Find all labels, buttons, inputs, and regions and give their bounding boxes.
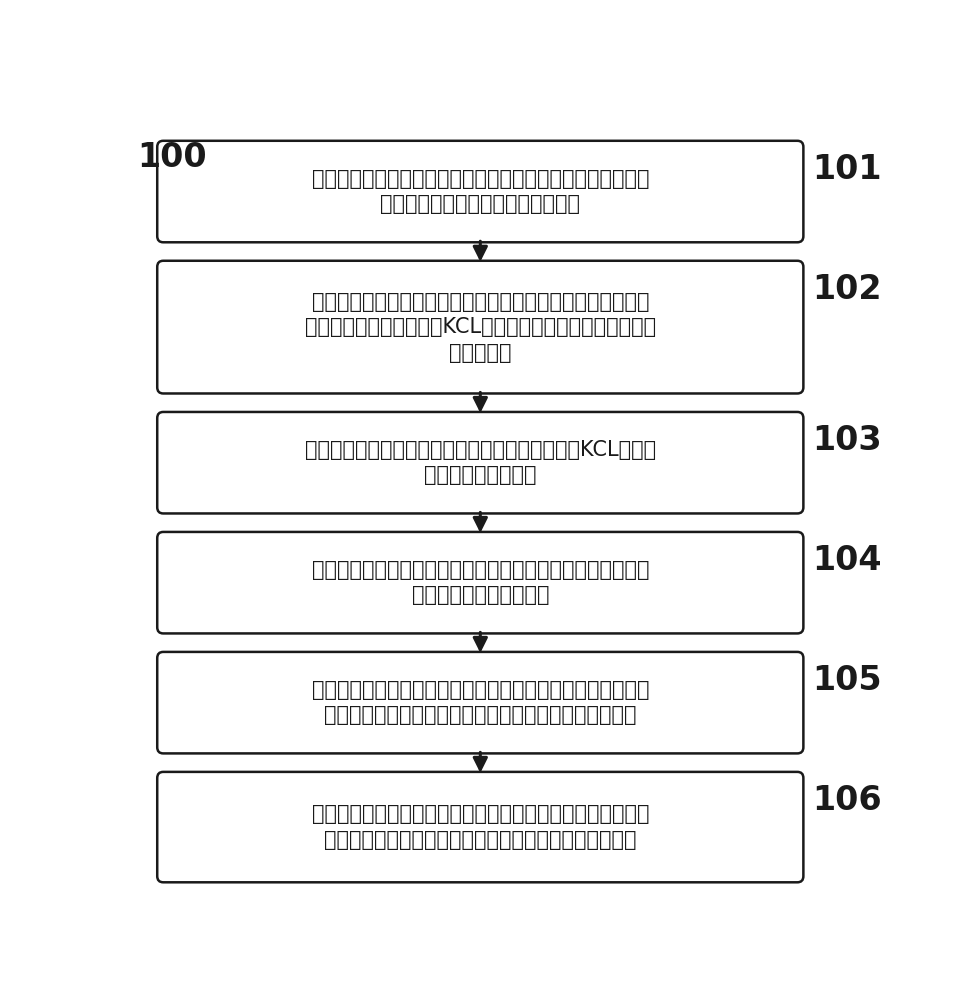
Text: 根据系统节点电压方程、系统关联矩阵、系统节点导纳矩阵，: 根据系统节点电压方程、系统关联矩阵、系统节点导纳矩阵， (312, 560, 649, 580)
FancyBboxPatch shape (157, 772, 804, 882)
FancyBboxPatch shape (157, 532, 804, 633)
FancyBboxPatch shape (157, 412, 804, 513)
Text: 104: 104 (812, 544, 881, 577)
Text: 立系统节点电压方程: 立系统节点电压方程 (424, 465, 537, 485)
Text: 102: 102 (812, 273, 881, 306)
Text: 105: 105 (812, 664, 882, 697)
FancyBboxPatch shape (157, 141, 804, 242)
Text: 网络模型，基于基尔霄夯KCL原理获取系统节点导纳矩阵及系: 网络模型，基于基尔霄夯KCL原理获取系统节点导纳矩阵及系 (305, 317, 656, 337)
Text: 根据电力系统的应用需求以及多点布局储能系统中每个分布式: 根据电力系统的应用需求以及多点布局储能系统中每个分布式 (312, 169, 649, 189)
Text: 统关联矩阵: 统关联矩阵 (449, 343, 511, 363)
FancyBboxPatch shape (157, 652, 804, 753)
Text: 装置的出力情况，并制定聚合方案，以满足所述聚合目标: 装置的出力情况，并制定聚合方案，以满足所述聚合目标 (324, 830, 637, 850)
Text: 根据所述电力系统的应用需求和响应因子确定每个分布式储能: 根据所述电力系统的应用需求和响应因子确定每个分布式储能 (312, 804, 649, 824)
Text: 根据所述系统节点导纳矩阵和系统关联矩阵，基于KCL原理建: 根据所述系统节点导纳矩阵和系统关联矩阵，基于KCL原理建 (305, 440, 656, 460)
Text: 103: 103 (812, 424, 882, 457)
Text: 106: 106 (812, 784, 882, 817)
Text: 根据所述等値无源网络模型下激励源与各支路产生的响应之间: 根据所述等値无源网络模型下激励源与各支路产生的响应之间 (312, 680, 649, 700)
Text: 确定系统各条支路的电流: 确定系统各条支路的电流 (412, 585, 549, 605)
Text: 建立所述电力系统的等値无源网络模型，并利用所述等値无源: 建立所述电力系统的等値无源网络模型，并利用所述等値无源 (312, 292, 649, 312)
FancyBboxPatch shape (157, 261, 804, 393)
Text: 的关系，确定每个储能装置在系统各条支路上的响应因子: 的关系，确定每个储能装置在系统各条支路上的响应因子 (324, 705, 637, 725)
Text: 储能装置的装置信息，建立聚合目标: 储能装置的装置信息，建立聚合目标 (380, 194, 581, 214)
Text: 101: 101 (812, 153, 881, 186)
Text: 100: 100 (136, 141, 206, 174)
